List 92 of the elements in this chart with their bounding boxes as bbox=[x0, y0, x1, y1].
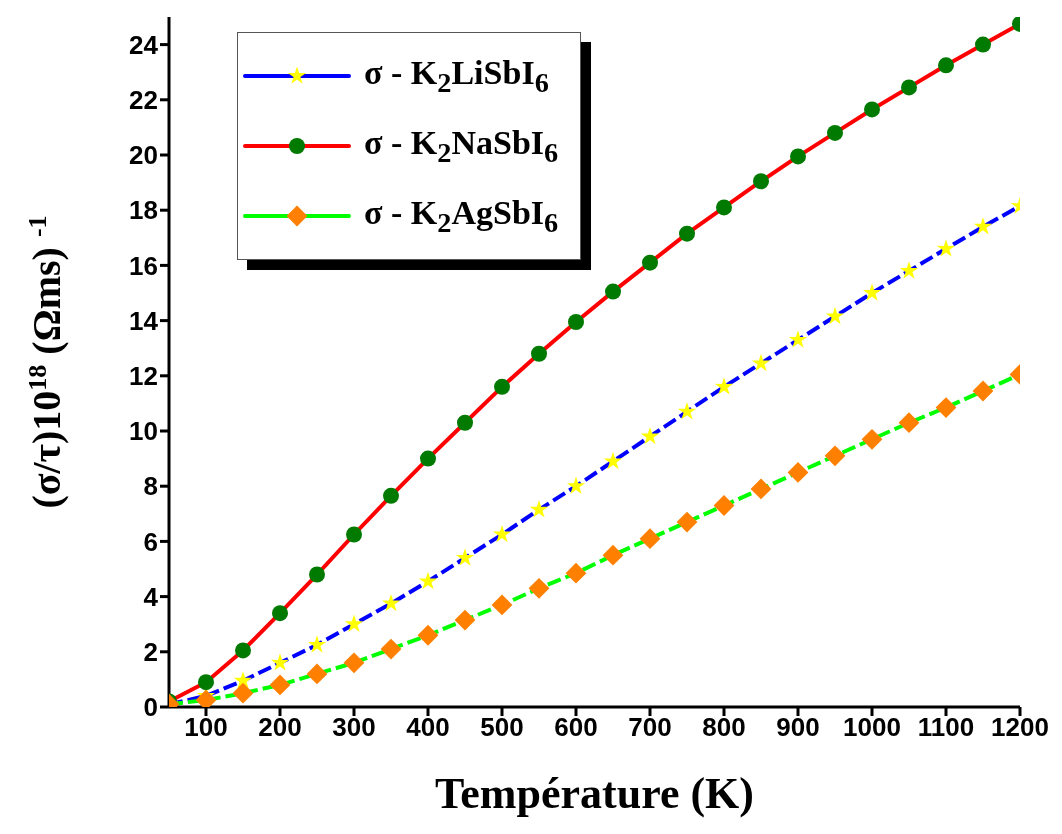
x-axis-title: Température (K) bbox=[435, 769, 754, 818]
x-tick-label: 500 bbox=[480, 712, 524, 743]
point bbox=[380, 638, 402, 660]
point bbox=[307, 635, 327, 653]
y-tick-label: 16 bbox=[129, 250, 158, 281]
point bbox=[716, 199, 732, 216]
x-tick-label: 300 bbox=[332, 712, 376, 743]
point bbox=[381, 593, 401, 612]
point bbox=[864, 101, 880, 118]
point bbox=[972, 380, 994, 402]
point bbox=[457, 414, 473, 431]
point bbox=[269, 674, 291, 696]
point bbox=[602, 544, 624, 566]
point bbox=[938, 57, 954, 74]
point bbox=[494, 378, 510, 395]
point bbox=[343, 652, 365, 674]
y-tick-label: 22 bbox=[129, 85, 158, 116]
point bbox=[272, 605, 288, 622]
point bbox=[677, 402, 697, 420]
point bbox=[491, 594, 513, 616]
x-tick-label: 1200 bbox=[991, 712, 1049, 743]
point bbox=[565, 562, 587, 584]
point bbox=[975, 36, 991, 53]
point bbox=[750, 478, 772, 500]
point bbox=[492, 524, 512, 543]
point bbox=[346, 526, 362, 543]
point bbox=[309, 566, 325, 583]
point bbox=[825, 306, 845, 325]
x-tick-label: 1000 bbox=[843, 712, 901, 743]
point bbox=[306, 663, 328, 685]
point bbox=[640, 426, 660, 445]
x-tick-label: 900 bbox=[776, 712, 820, 743]
point bbox=[935, 397, 957, 418]
x-tick-label: 100 bbox=[184, 712, 228, 743]
point bbox=[639, 528, 661, 550]
point bbox=[528, 577, 550, 599]
y-tick-label: 10 bbox=[129, 416, 158, 447]
point bbox=[679, 225, 695, 242]
y-tick-label: 4 bbox=[143, 581, 159, 612]
y-tick-label: 6 bbox=[143, 526, 158, 557]
x-tick-label: 600 bbox=[554, 712, 598, 743]
y-tick-label: 14 bbox=[129, 305, 159, 336]
x-tick-label: 200 bbox=[258, 712, 302, 743]
point bbox=[235, 642, 251, 659]
point bbox=[417, 624, 439, 646]
point bbox=[676, 511, 698, 533]
point bbox=[788, 330, 808, 348]
y-tick-label: 20 bbox=[129, 140, 158, 171]
point bbox=[714, 377, 734, 395]
y-tick-label: 0 bbox=[143, 692, 158, 723]
point bbox=[603, 451, 623, 470]
point bbox=[901, 79, 917, 96]
x-tick-label: 700 bbox=[628, 712, 672, 743]
point bbox=[787, 462, 809, 483]
legend-label: σ - K$_{2}$LiSbI$_{6}$ bbox=[364, 53, 549, 99]
point bbox=[899, 261, 919, 279]
point bbox=[531, 345, 547, 362]
point bbox=[605, 283, 621, 300]
x-tick-label: 800 bbox=[702, 712, 746, 743]
point bbox=[344, 614, 364, 632]
x-tick-label: 400 bbox=[406, 712, 450, 743]
point bbox=[790, 148, 806, 165]
point bbox=[529, 500, 549, 518]
point bbox=[713, 495, 735, 516]
y-tick-label: 12 bbox=[129, 361, 158, 392]
point bbox=[232, 682, 254, 704]
point bbox=[198, 674, 214, 691]
point bbox=[973, 217, 993, 235]
point bbox=[751, 353, 771, 372]
point bbox=[824, 445, 846, 467]
y-tick-label: 8 bbox=[143, 471, 158, 502]
legend-label: σ - K$_{2}$AgSbI$_{6}$ bbox=[364, 193, 559, 239]
point bbox=[827, 124, 843, 141]
point bbox=[270, 653, 290, 671]
point bbox=[418, 571, 438, 590]
point bbox=[753, 173, 769, 190]
y-tick-label: 24 bbox=[129, 29, 159, 60]
y-tick-label: 2 bbox=[143, 637, 158, 668]
point bbox=[454, 609, 476, 631]
point bbox=[420, 450, 436, 467]
x-tick-label: 1100 bbox=[917, 712, 975, 743]
point bbox=[383, 487, 399, 504]
point bbox=[642, 254, 658, 271]
point bbox=[936, 239, 956, 257]
y-tick-label: 18 bbox=[129, 195, 158, 226]
legend-label: σ - K$_{2}$NaSbI$_{6}$ bbox=[364, 123, 559, 169]
point bbox=[455, 548, 475, 566]
point bbox=[568, 313, 584, 330]
point bbox=[898, 412, 920, 434]
point bbox=[566, 476, 586, 494]
point bbox=[861, 428, 883, 450]
point bbox=[862, 283, 882, 301]
